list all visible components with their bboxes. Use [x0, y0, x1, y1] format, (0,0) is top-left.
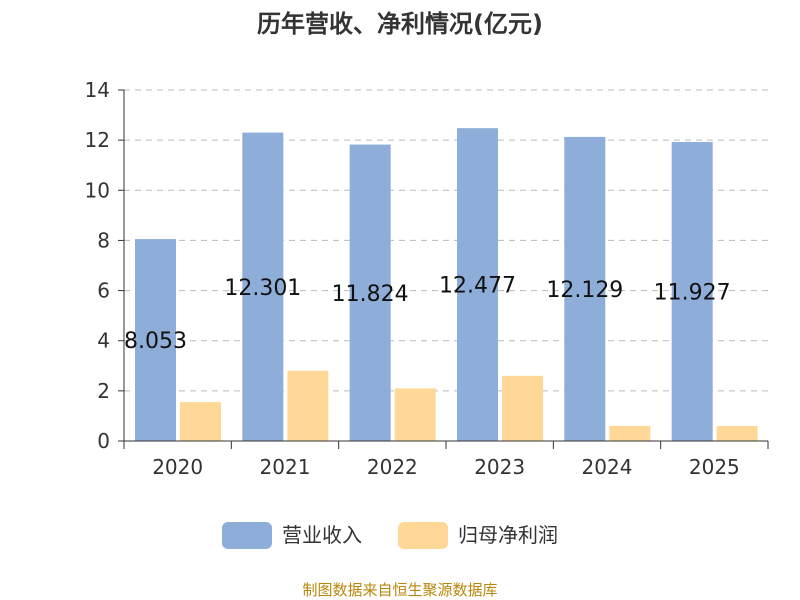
grid	[124, 89, 768, 392]
y-tick-label: 4	[97, 329, 110, 353]
footer-source: 制图数据来自恒生聚源数据库	[302, 581, 497, 599]
bars	[135, 128, 758, 442]
data-label: 12.129	[546, 278, 623, 303]
y-tick-label: 12	[85, 128, 110, 152]
x-tick-label: 2024	[582, 455, 633, 479]
legend-label[interactable]: 归母净利润	[458, 523, 558, 547]
bar-revenue-2021[interactable]	[242, 132, 284, 441]
data-label: 12.477	[439, 274, 516, 299]
x-tick-label: 2025	[689, 455, 740, 479]
legend[interactable]: 营业收入 归母净利润	[222, 522, 558, 549]
y-tick-label: 6	[97, 279, 110, 303]
bar-revenue-2025[interactable]	[671, 141, 713, 441]
bar-net-profit-2024[interactable]	[609, 425, 651, 441]
legend-swatch[interactable]	[398, 522, 448, 549]
bar-revenue-2022[interactable]	[349, 144, 391, 442]
data-label: 8.053	[124, 329, 187, 354]
x-tick-label: 2021	[260, 455, 311, 479]
bar-net-profit-2020[interactable]	[180, 402, 221, 441]
y-tick-label: 14	[85, 78, 110, 102]
bar-revenue-2020[interactable]	[135, 239, 176, 441]
x-tick-label: 2022	[367, 455, 418, 479]
axes: 0 2 4 6 8 10 12 14 2020 2021 2022 2023 2024 2025	[85, 78, 769, 479]
bar-revenue-2024[interactable]	[564, 136, 606, 442]
data-label: 12.301	[224, 276, 301, 301]
data-label: 11.927	[654, 280, 731, 305]
y-tick-label: 2	[97, 379, 110, 403]
data-labels: 8.053 12.301 11.824 12.477 12.129 11.927	[124, 274, 731, 354]
x-tick-label: 2023	[474, 455, 525, 479]
chart-title: 历年营收、净利情况(亿元)	[257, 10, 543, 38]
bar-net-profit-2021[interactable]	[287, 370, 329, 441]
legend-swatch[interactable]	[222, 522, 272, 549]
y-tick-label: 10	[85, 178, 110, 202]
legend-label[interactable]: 营业收入	[282, 523, 362, 547]
bar-revenue-2023[interactable]	[457, 128, 498, 442]
bar-net-profit-2022[interactable]	[394, 388, 436, 441]
y-tick-label: 8	[97, 228, 110, 252]
y-tick-label: 0	[97, 429, 110, 453]
data-label: 11.824	[332, 282, 409, 307]
bar-net-profit-2025[interactable]	[716, 425, 758, 441]
x-tick-label: 2020	[152, 455, 203, 479]
bar-net-profit-2023[interactable]	[502, 375, 543, 441]
